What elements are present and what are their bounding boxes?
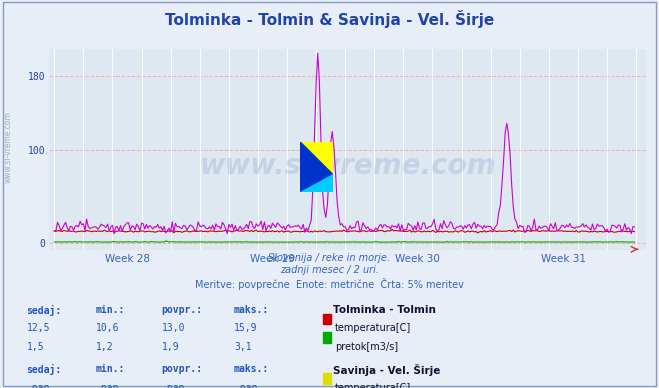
Text: maks.:: maks.: xyxy=(234,364,269,374)
Text: 1,2: 1,2 xyxy=(96,342,113,352)
Text: 3,1: 3,1 xyxy=(234,342,252,352)
Text: min.:: min.: xyxy=(96,364,125,374)
Text: pretok[m3/s]: pretok[m3/s] xyxy=(335,342,398,352)
Polygon shape xyxy=(300,175,333,192)
Text: -nan: -nan xyxy=(96,383,119,388)
Text: povpr.:: povpr.: xyxy=(161,305,202,315)
Text: povpr.:: povpr.: xyxy=(161,364,202,374)
Text: min.:: min.: xyxy=(96,305,125,315)
Polygon shape xyxy=(300,142,333,192)
Text: -nan: -nan xyxy=(234,383,258,388)
Text: 12,5: 12,5 xyxy=(26,323,50,333)
Text: temperatura[C]: temperatura[C] xyxy=(335,323,411,333)
Text: 15,9: 15,9 xyxy=(234,323,258,333)
Text: www.si-vreme.com: www.si-vreme.com xyxy=(200,152,496,180)
Polygon shape xyxy=(300,142,333,175)
Text: Meritve: povprečne  Enote: metrične  Črta: 5% meritev: Meritve: povprečne Enote: metrične Črta:… xyxy=(195,278,464,290)
Text: Tolminka - Tolmin & Savinja - Vel. Širje: Tolminka - Tolmin & Savinja - Vel. Širje xyxy=(165,10,494,28)
Text: -nan: -nan xyxy=(161,383,185,388)
Text: sedaj:: sedaj: xyxy=(26,305,61,315)
Text: www.si-vreme.com: www.si-vreme.com xyxy=(3,111,13,184)
Text: temperatura[C]: temperatura[C] xyxy=(335,383,411,388)
Text: 13,0: 13,0 xyxy=(161,323,185,333)
Text: maks.:: maks.: xyxy=(234,305,269,315)
Text: Slovenija / reke in morje.: Slovenija / reke in morje. xyxy=(268,253,391,263)
Text: 1,9: 1,9 xyxy=(161,342,179,352)
Text: Savinja - Vel. Širje: Savinja - Vel. Širje xyxy=(333,364,440,376)
Text: sedaj:: sedaj: xyxy=(26,364,61,375)
Text: -nan: -nan xyxy=(26,383,50,388)
Text: zadnji mesec / 2 uri.: zadnji mesec / 2 uri. xyxy=(280,265,379,275)
Text: 1,5: 1,5 xyxy=(26,342,44,352)
Text: 10,6: 10,6 xyxy=(96,323,119,333)
Text: Tolminka - Tolmin: Tolminka - Tolmin xyxy=(333,305,436,315)
